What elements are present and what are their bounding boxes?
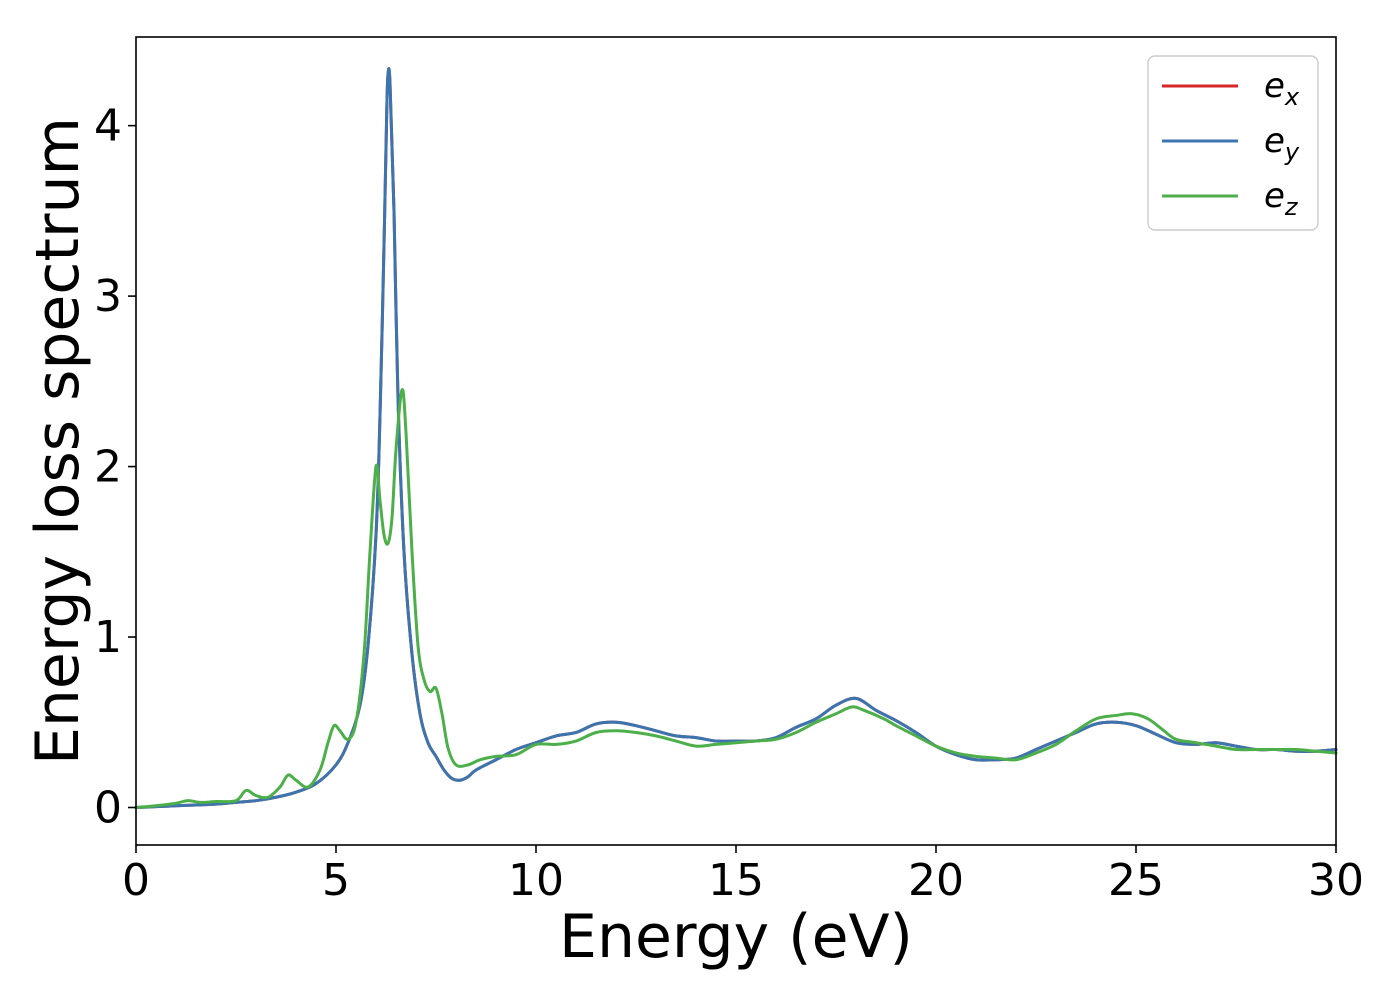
y-tick-label: 3 (94, 271, 122, 322)
x-tick-label: 5 (322, 855, 350, 906)
x-tick-label: 30 (1308, 855, 1364, 906)
series-line-z (134, 388, 1338, 809)
x-tick-label: 20 (908, 855, 964, 906)
legend-box (1147, 55, 1319, 231)
x-tick-label: 25 (1108, 855, 1164, 906)
y-axis-label: Energy loss spectrum (23, 117, 93, 765)
x-tick-label: 10 (508, 855, 564, 906)
legend: ex ey ez (1147, 55, 1319, 231)
x-axis-ticks: 0 5 10 15 20 25 30 (122, 845, 1364, 906)
y-tick-label: 4 (94, 101, 122, 152)
legend-label-z: ez (1264, 176, 1299, 221)
x-axis-label: Energy (eV) (559, 902, 913, 972)
legend-label-y: ey (1264, 121, 1300, 166)
y-axis-ticks: 0 1 2 3 4 (94, 101, 136, 833)
series-layer (134, 67, 1338, 809)
y-tick-label: 0 (94, 782, 122, 833)
x-tick-label: 0 (122, 855, 150, 906)
y-tick-label: 1 (94, 612, 122, 663)
legend-items: ex ey ez (1162, 66, 1300, 221)
legend-label-x: ex (1264, 66, 1300, 111)
x-tick-label: 15 (708, 855, 764, 906)
y-tick-label: 2 (94, 442, 122, 493)
